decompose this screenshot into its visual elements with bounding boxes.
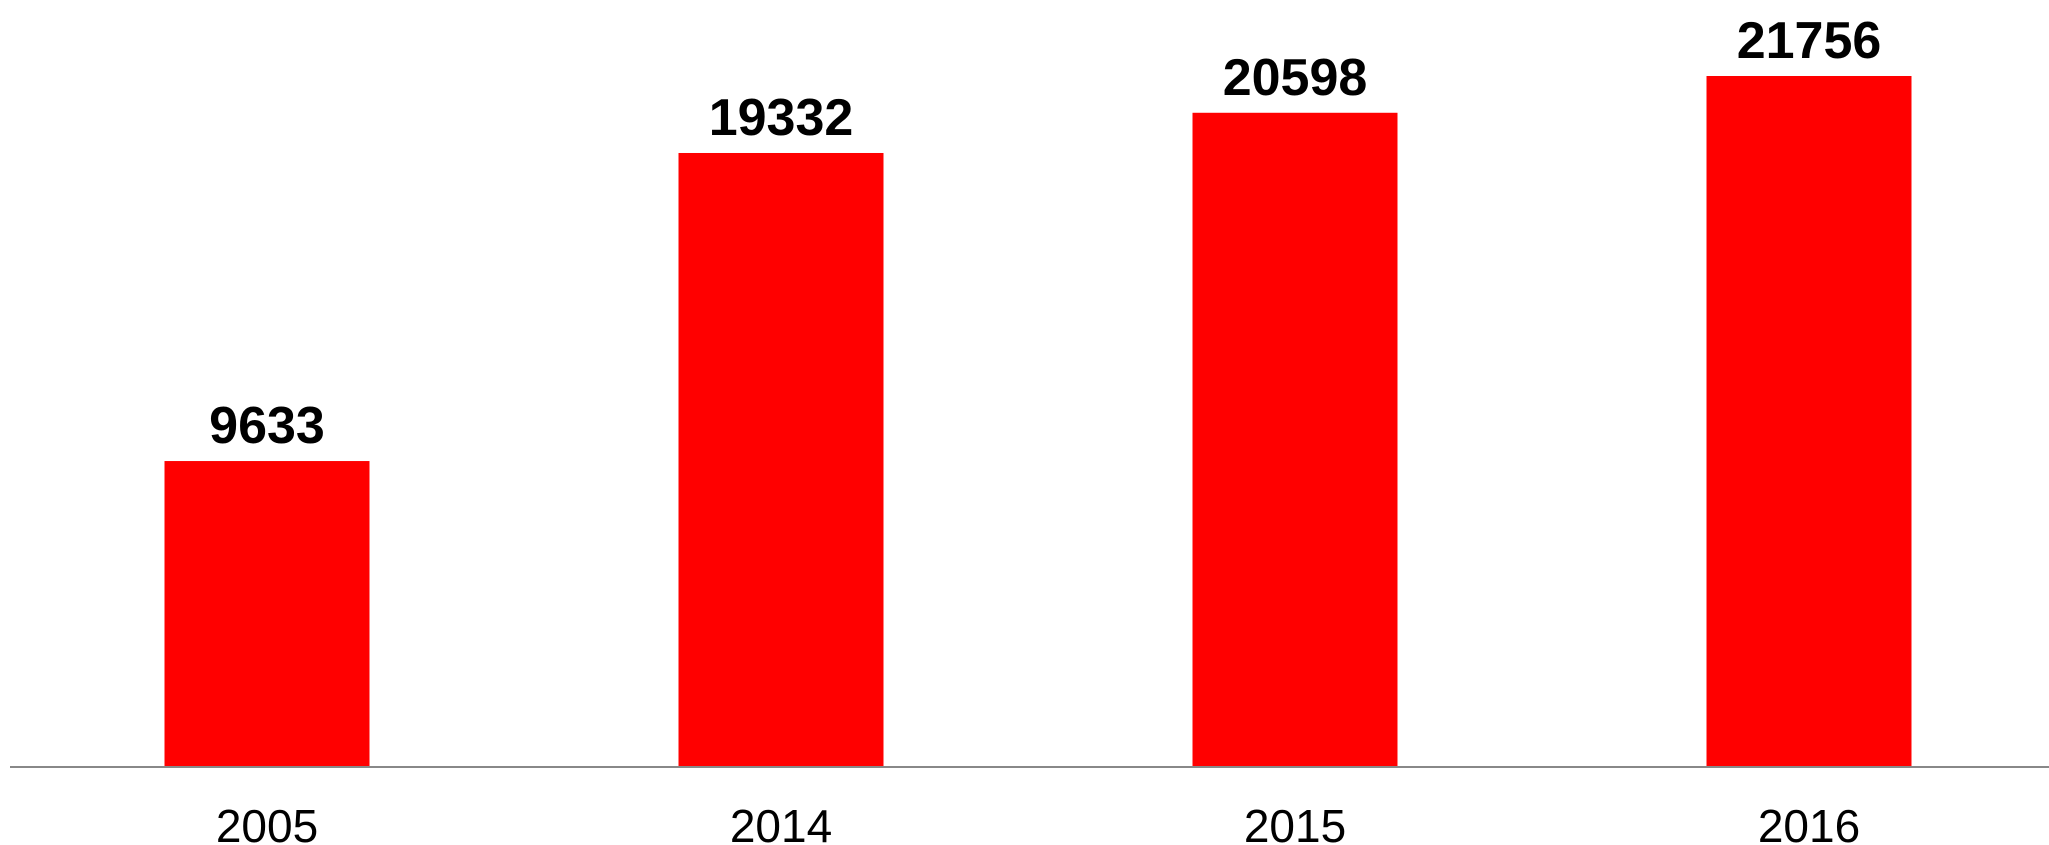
bars-group [164,76,1912,768]
x-tick-labels-group: 2005 2014 2015 2016 [216,800,1860,845]
data-label-2015: 20598 [1223,49,1368,107]
x-tick-label-2014: 2014 [730,800,832,845]
bar-2005 [164,461,370,767]
data-label-2016: 21756 [1737,12,1882,70]
bar-2015 [1192,112,1398,767]
data-label-2005: 9633 [209,397,325,455]
bar-2014 [678,152,884,768]
x-tick-label-2005: 2005 [216,800,318,845]
data-label-2014: 19332 [709,89,854,147]
value-labels-group: 9633 19332 20598 21756 [209,12,1881,455]
bar-2016 [1706,76,1912,767]
x-tick-label-2015: 2015 [1244,800,1346,845]
x-tick-label-2016: 2016 [1758,800,1860,845]
